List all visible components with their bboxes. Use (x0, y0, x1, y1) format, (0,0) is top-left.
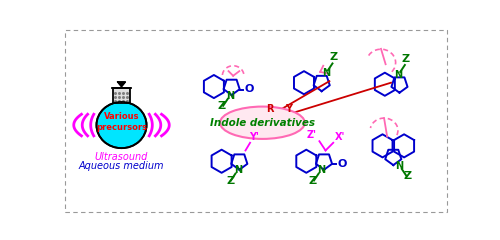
Text: Y': Y' (250, 132, 259, 142)
Text: N: N (394, 70, 402, 80)
Ellipse shape (220, 107, 305, 139)
Text: Various
precursors: Various precursors (96, 112, 147, 132)
Text: O: O (337, 159, 346, 168)
Text: Z: Z (329, 52, 338, 62)
Text: Z: Z (226, 176, 234, 186)
Text: Y: Y (286, 104, 292, 114)
Text: Indole derivatives: Indole derivatives (210, 118, 315, 128)
Text: Z: Z (402, 54, 409, 64)
Text: R: R (266, 104, 274, 114)
Text: N: N (317, 166, 325, 175)
Text: N: N (234, 166, 242, 175)
Text: Aqueous medium: Aqueous medium (79, 161, 164, 171)
Ellipse shape (96, 102, 146, 148)
Bar (113, 88, 130, 103)
Text: N: N (322, 68, 330, 78)
Text: Z': Z' (306, 130, 316, 140)
Text: Ultrasound: Ultrasound (95, 152, 148, 162)
Polygon shape (118, 82, 126, 87)
Text: N: N (226, 91, 234, 101)
Text: X': X' (335, 132, 345, 143)
Text: Z: Z (218, 101, 226, 111)
Text: O: O (244, 84, 254, 94)
Text: Z: Z (308, 176, 316, 186)
Text: N: N (396, 161, 404, 171)
Wedge shape (98, 102, 144, 125)
Text: Z: Z (403, 171, 411, 181)
